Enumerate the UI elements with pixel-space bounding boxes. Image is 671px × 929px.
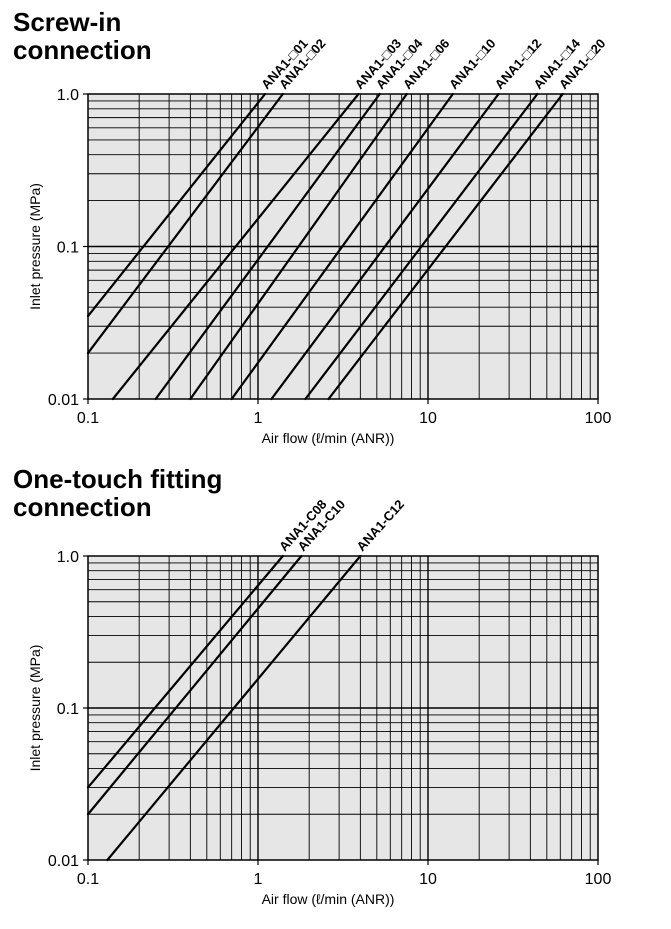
series-line	[86, 92, 267, 318]
x-tick-label: 0.1	[77, 871, 99, 888]
series-line	[327, 92, 564, 401]
series-line	[304, 92, 539, 401]
y-tick-label: 0.01	[48, 853, 79, 870]
x-tick-label: 1	[254, 871, 263, 888]
y-tick-label: 0.1	[57, 701, 79, 718]
chart2-title-line2: connection	[13, 492, 152, 522]
x-axis-label: Air flow (ℓ/min (ANR))	[262, 430, 395, 446]
x-tick-label: 0.1	[77, 410, 99, 427]
series-line	[111, 92, 360, 401]
chart2-title: One-touch fitting connection	[13, 465, 222, 521]
series-line	[154, 92, 381, 401]
y-axis-label: Inlet pressure (MPa)	[27, 183, 43, 310]
y-tick-label: 0.1	[57, 240, 79, 257]
x-tick-label: 100	[585, 410, 612, 427]
x-tick-label: 10	[419, 410, 437, 427]
chart2-title-line1: One-touch fitting	[13, 464, 223, 494]
chart1-title-line1: Screw-in	[13, 7, 122, 37]
y-axis-label: Inlet pressure (MPa)	[27, 645, 43, 772]
series-line	[86, 554, 284, 789]
y-tick-label: 0.01	[48, 392, 79, 409]
chart1-title: Screw-in connection	[13, 8, 152, 64]
series-label: ANA1-C12	[353, 497, 407, 554]
y-tick-label: 1.0	[57, 549, 79, 566]
series-line	[230, 92, 454, 401]
x-tick-label: 10	[419, 871, 437, 888]
x-tick-label: 100	[585, 871, 612, 888]
series-line	[86, 554, 303, 816]
horizontal-grid	[88, 100, 598, 354]
series-line	[106, 554, 362, 862]
series-line	[270, 92, 500, 401]
y-tick-label: 1.0	[57, 87, 79, 104]
series-line	[189, 92, 408, 401]
horizontal-grid	[88, 562, 598, 815]
x-axis-label: Air flow (ℓ/min (ANR))	[262, 891, 395, 907]
series-line	[86, 92, 284, 355]
x-tick-label: 1	[254, 410, 263, 427]
chart1-title-line2: connection	[13, 35, 152, 65]
series-label: ANA1-□10	[446, 36, 499, 92]
